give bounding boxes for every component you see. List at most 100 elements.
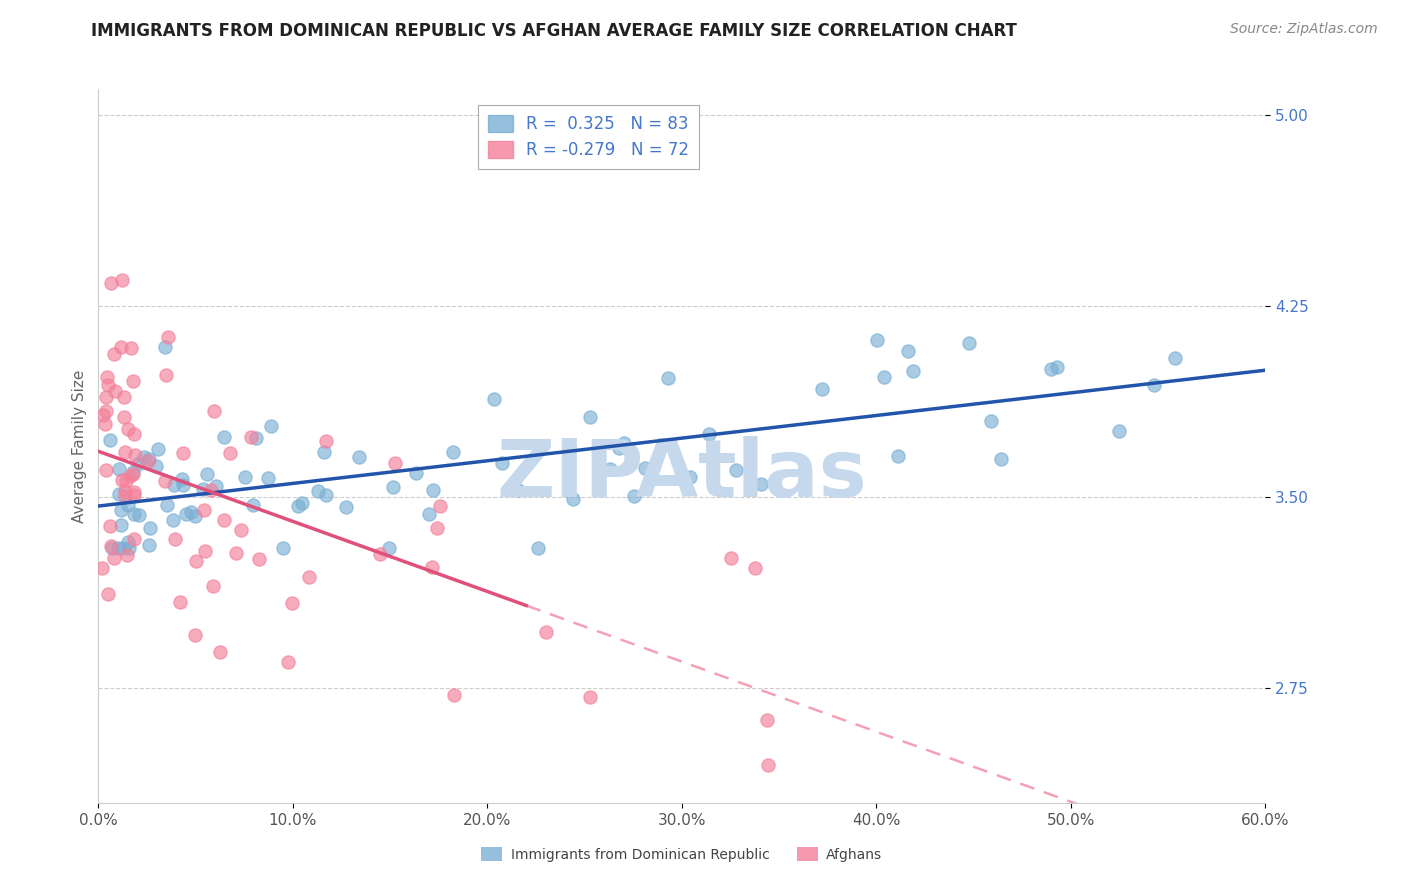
Point	[579, 690, 602, 705]
Point	[506, 483, 529, 498]
Point	[194, 543, 217, 558]
Point	[155, 368, 177, 382]
Point	[209, 645, 232, 659]
Point	[225, 546, 247, 560]
Point	[441, 445, 464, 459]
Point	[429, 499, 451, 513]
Point	[162, 513, 184, 527]
Point	[426, 521, 449, 535]
Point	[110, 518, 132, 533]
Point	[145, 459, 167, 474]
Point	[94, 404, 117, 418]
Point	[153, 340, 176, 354]
Point	[291, 495, 314, 509]
Point	[107, 541, 129, 555]
Point	[744, 561, 766, 575]
Point	[170, 472, 193, 486]
Point	[114, 489, 136, 503]
Point	[163, 478, 186, 492]
Point	[124, 449, 146, 463]
Point	[214, 513, 236, 527]
Point	[115, 548, 138, 562]
Point	[405, 466, 427, 480]
Point	[103, 384, 125, 398]
Point	[169, 595, 191, 609]
Point	[866, 333, 889, 347]
Point	[118, 541, 141, 555]
Point	[599, 462, 621, 476]
Point	[117, 422, 139, 436]
Point	[184, 554, 207, 568]
Point	[887, 449, 910, 463]
Point	[103, 550, 125, 565]
Point	[117, 499, 139, 513]
Point	[184, 509, 207, 524]
Point	[233, 469, 256, 483]
Point	[277, 655, 299, 669]
Point	[100, 539, 122, 553]
Point	[202, 403, 225, 417]
Point	[122, 465, 145, 479]
Point	[122, 485, 145, 500]
Point	[231, 523, 253, 537]
Point	[184, 628, 207, 642]
Point	[482, 392, 505, 406]
Point	[97, 587, 120, 601]
Point	[128, 508, 150, 522]
Point	[122, 374, 145, 388]
Point	[176, 507, 198, 521]
Point	[156, 498, 179, 512]
Point	[724, 463, 747, 477]
Point	[122, 488, 145, 502]
Point	[107, 486, 129, 500]
Point	[418, 507, 440, 521]
Point	[212, 429, 235, 443]
Point	[756, 713, 779, 727]
Point	[91, 408, 114, 422]
Point	[114, 474, 136, 488]
Legend: Immigrants from Dominican Republic, Afghans: Immigrants from Dominican Republic, Afgh…	[475, 841, 889, 867]
Point	[312, 445, 335, 459]
Point	[138, 452, 160, 467]
Point	[122, 467, 145, 481]
Point	[112, 391, 135, 405]
Point	[200, 483, 222, 497]
Point	[195, 467, 218, 481]
Point	[443, 688, 465, 702]
Point	[897, 343, 920, 358]
Point	[98, 433, 121, 447]
Point	[136, 454, 159, 468]
Point	[91, 561, 114, 575]
Point	[384, 456, 406, 470]
Point	[420, 559, 443, 574]
Point	[281, 596, 304, 610]
Point	[138, 538, 160, 552]
Point	[165, 532, 187, 546]
Point	[260, 419, 283, 434]
Point	[110, 503, 132, 517]
Point	[219, 445, 242, 459]
Point	[634, 461, 657, 475]
Point	[315, 487, 337, 501]
Point	[120, 341, 142, 355]
Point	[103, 347, 125, 361]
Point	[381, 480, 404, 494]
Point	[153, 474, 176, 488]
Point	[114, 444, 136, 458]
Point	[873, 370, 896, 384]
Point	[117, 535, 139, 549]
Point	[242, 498, 264, 512]
Point	[122, 532, 145, 546]
Point	[315, 434, 337, 448]
Point	[114, 409, 136, 424]
Point	[97, 377, 120, 392]
Point	[990, 452, 1012, 467]
Text: IMMIGRANTS FROM DOMINICAN REPUBLIC VS AFGHAN AVERAGE FAMILY SIZE CORRELATION CHA: IMMIGRANTS FROM DOMINICAN REPUBLIC VS AF…	[91, 22, 1018, 40]
Point	[127, 457, 149, 471]
Point	[110, 473, 132, 487]
Point	[100, 276, 122, 290]
Point	[335, 500, 357, 514]
Point	[111, 273, 134, 287]
Point	[111, 541, 134, 555]
Point	[132, 450, 155, 464]
